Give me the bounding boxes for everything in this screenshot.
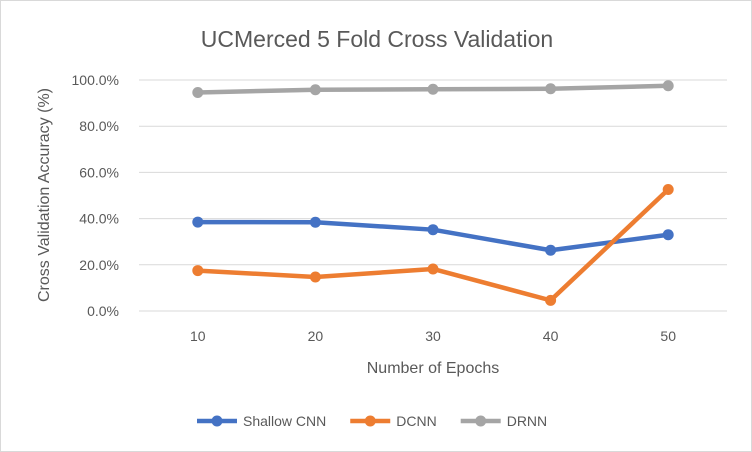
y-tick-label: 20.0%: [79, 257, 119, 273]
data-point-drnn: [309, 84, 321, 96]
legend-item-shallow-cnn: Shallow CNN: [197, 413, 326, 429]
y-axis-label: Cross Validation Accuracy (%): [36, 88, 53, 302]
y-tick-label: 40.0%: [79, 211, 119, 227]
legend-label: Shallow CNN: [243, 413, 326, 429]
data-point-drnn: [545, 83, 557, 95]
data-point-drnn: [192, 86, 204, 98]
y-tick-label: 80.0%: [79, 118, 119, 134]
x-tick-label: 40: [543, 328, 559, 344]
legend-item-drnn: DRNN: [460, 413, 547, 429]
legend-label: DCNN: [396, 413, 436, 429]
series-shallow-cnn: [192, 216, 674, 256]
x-tick-label: 30: [425, 328, 441, 344]
data-point-dcnn: [545, 294, 557, 306]
data-point-shallow-cnn: [662, 229, 674, 241]
x-tick-label: 20: [308, 328, 324, 344]
legend: Shallow CNN DCNN DRNN: [197, 413, 547, 429]
series-group: [192, 80, 674, 306]
data-point-shallow-cnn: [427, 224, 439, 236]
data-point-dcnn: [427, 263, 439, 275]
x-axis-ticks: 10 20 30 40 50: [190, 328, 676, 344]
data-point-shallow-cnn: [192, 216, 204, 228]
chart-title: UCMerced 5 Fold Cross Validation: [201, 26, 553, 52]
data-point-dcnn: [192, 265, 204, 277]
data-point-dcnn: [309, 271, 321, 283]
data-point-drnn: [427, 83, 439, 95]
data-point-drnn: [662, 80, 674, 92]
legend-label: DRNN: [507, 413, 547, 429]
gridlines: [139, 79, 727, 312]
data-point-shallow-cnn: [309, 216, 321, 228]
legend-swatch-marker: [475, 415, 487, 427]
series-drnn: [192, 80, 674, 98]
legend-item-dcnn: DCNN: [350, 413, 437, 429]
y-tick-label: 60.0%: [79, 164, 119, 180]
x-tick-label: 10: [190, 328, 206, 344]
data-point-dcnn: [662, 183, 674, 195]
legend-swatch-marker: [211, 415, 223, 427]
x-axis-label: Number of Epochs: [367, 360, 500, 377]
series-dcnn: [192, 183, 674, 306]
legend-swatch-marker: [364, 415, 376, 427]
data-point-shallow-cnn: [545, 244, 557, 256]
x-tick-label: 50: [660, 328, 676, 344]
y-tick-label: 0.0%: [87, 303, 119, 319]
y-tick-label: 100.0%: [72, 72, 119, 88]
y-axis-ticks: 0.0% 20.0% 40.0% 60.0% 80.0% 100.0%: [72, 72, 119, 319]
